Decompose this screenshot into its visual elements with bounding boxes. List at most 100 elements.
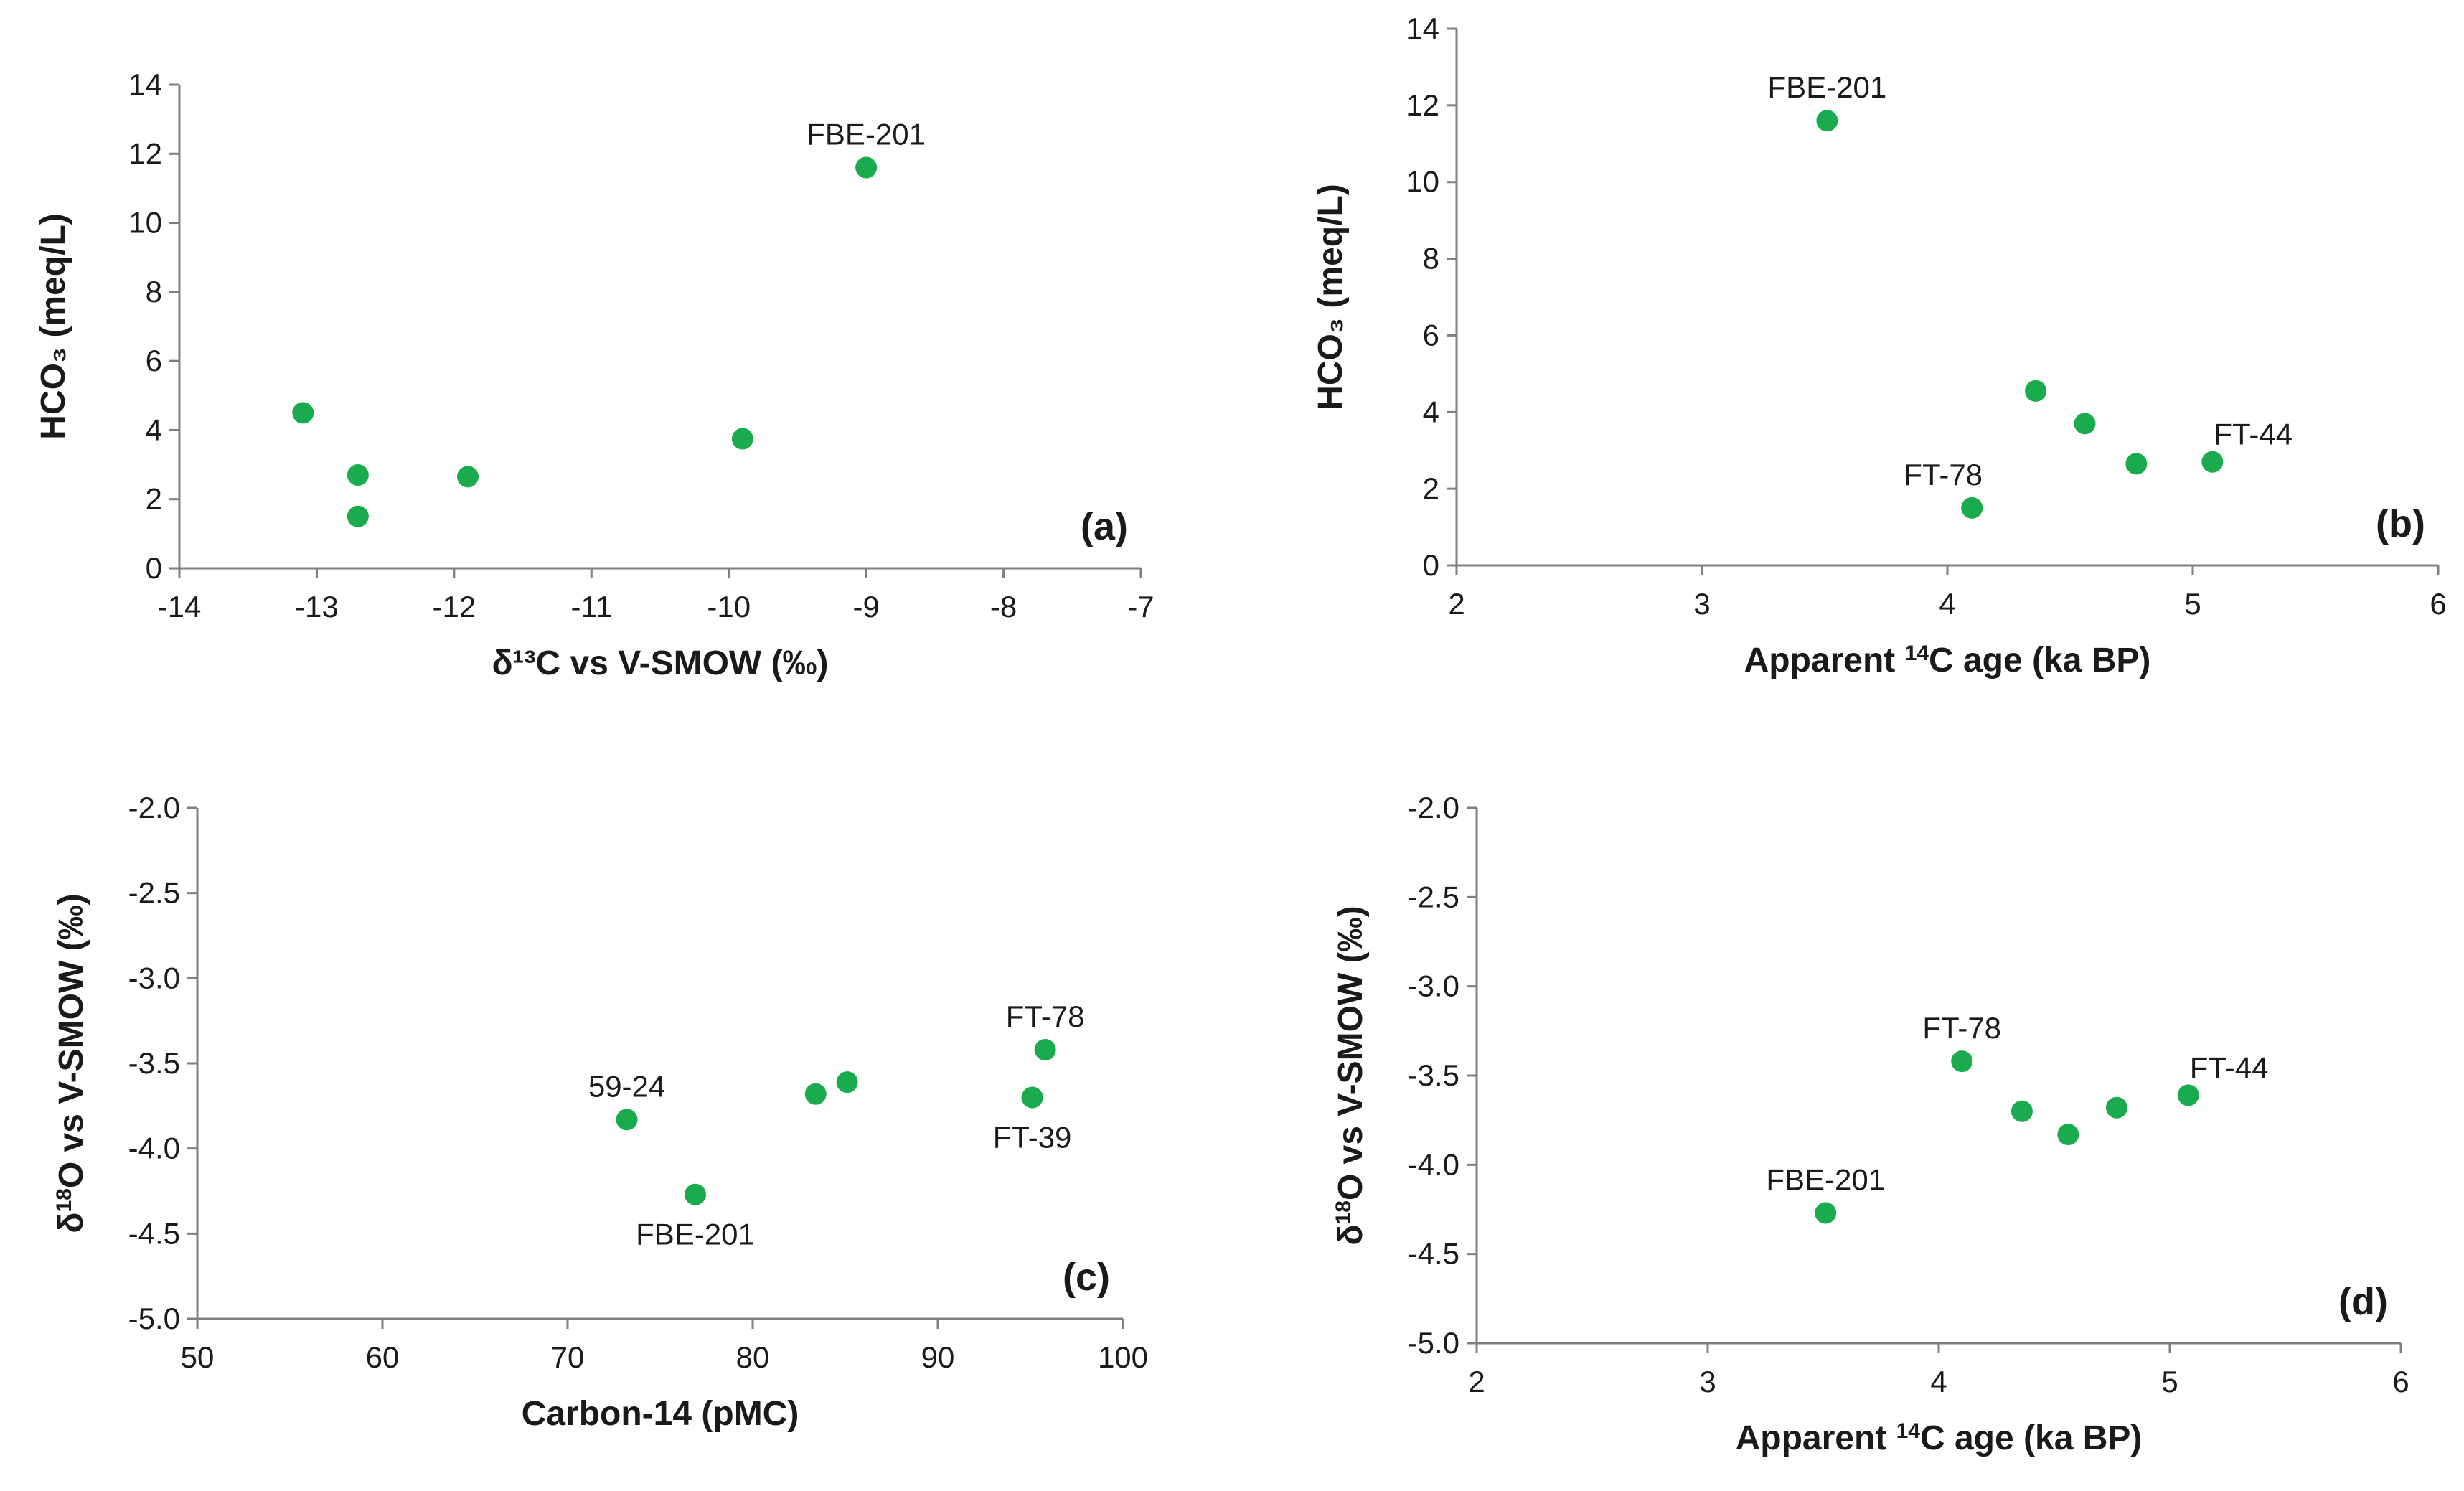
point-annotation: FBE-201 (1766, 1162, 1885, 1196)
x-tick-label: -14 (158, 590, 202, 624)
point-annotation: FT-78 (1922, 1011, 2001, 1045)
data-point (2125, 453, 2148, 475)
x-tick-label: 60 (366, 1340, 400, 1374)
chart-panel-c: -5.0 -4.5 -4.0 -3.5 -3.0 -2.5 -2.0 50 60 70 80 90 10… (52, 791, 1149, 1433)
x-tick-label: 2 (1448, 587, 1464, 621)
y-tick-label: -3.5 (128, 1046, 180, 1080)
data-point (347, 464, 369, 486)
data-point (1951, 1050, 1973, 1073)
y-tick-label: 4 (1423, 395, 1439, 428)
point-annotation: FBE-201 (1768, 70, 1887, 104)
point-annotation: FT-78 (1904, 458, 1983, 491)
y-tick-label: 12 (1406, 88, 1439, 122)
panel-label: (a) (1081, 505, 1128, 548)
x-axis-label: Apparent 14C age (ka BP) (1744, 641, 2151, 680)
y-tick-label: 10 (1406, 165, 1439, 199)
data-point (2057, 1124, 2079, 1146)
point-annotation: FBE-201 (636, 1218, 755, 1251)
point-annotation: FBE-201 (807, 118, 926, 151)
y-tick-label: -4.5 (128, 1216, 180, 1250)
y-tick-label: -2.5 (1408, 880, 1459, 913)
x-axis-label: Carbon-14 (pMC) (522, 1395, 799, 1433)
data-point (731, 428, 753, 450)
x-tick-label: 50 (181, 1340, 215, 1374)
y-tick-label: -3.0 (1408, 969, 1459, 1003)
panel-label: (b) (2376, 502, 2425, 545)
x-tick-label: -9 (852, 590, 879, 624)
data-point (2177, 1084, 2199, 1106)
y-tick-label: 6 (1423, 318, 1439, 352)
y-tick-label: -3.0 (128, 961, 180, 994)
point-annotation: FT-44 (2190, 1050, 2269, 1084)
x-tick-label: 5 (2161, 1365, 2178, 1398)
data-point (2025, 380, 2047, 402)
data-point (292, 402, 314, 424)
data-point (2011, 1100, 2033, 1122)
data-point (1816, 110, 1838, 132)
point-annotation: FT-44 (2214, 418, 2293, 451)
x-tick-label: -7 (1127, 590, 1154, 624)
x-tick-label: 80 (736, 1340, 770, 1374)
data-point (2201, 451, 2224, 473)
x-tick-label: 100 (1098, 1340, 1148, 1374)
y-tick-label: -2.0 (128, 791, 180, 824)
data-point (836, 1071, 858, 1093)
data-point (804, 1083, 827, 1105)
y-tick-label: 14 (1406, 11, 1439, 45)
x-tick-label: -13 (295, 590, 339, 624)
y-tick-label: -2.5 (128, 876, 180, 910)
y-tick-label: -4.5 (1408, 1237, 1459, 1271)
x-tick-label: 4 (1939, 587, 1955, 621)
point-annotation: FT-78 (1006, 1000, 1085, 1033)
y-tick-label: 6 (146, 344, 162, 377)
y-tick-label: -5.0 (1408, 1326, 1459, 1360)
data-point (1034, 1039, 1056, 1061)
data-point (1021, 1086, 1043, 1109)
x-tick-label: 6 (2392, 1365, 2409, 1398)
x-tick-label: 3 (1693, 587, 1710, 621)
data-point (2105, 1096, 2127, 1119)
x-tick-label: 6 (2430, 587, 2446, 621)
x-tick-label: -11 (570, 590, 612, 624)
x-axis-label: Apparent 14C age (ka BP) (1736, 1419, 2143, 1458)
point-annotation: FT-39 (993, 1120, 1072, 1154)
x-tick-label: 4 (1930, 1365, 1947, 1398)
panel-label: (c) (1063, 1256, 1110, 1299)
x-tick-label: 2 (1468, 1365, 1485, 1398)
y-tick-label: 8 (146, 275, 162, 309)
y-tick-label: 0 (146, 551, 162, 585)
y-tick-label: 0 (1423, 548, 1439, 582)
panel-label: (d) (2338, 1280, 2388, 1323)
point-annotation: 59-24 (588, 1069, 665, 1103)
data-point (1815, 1202, 1837, 1224)
y-axis-label: HCO₃ (meq/L) (1312, 184, 1350, 410)
y-axis-label: HCO₃ (meq/L) (34, 213, 72, 440)
y-tick-label: -4.0 (128, 1132, 180, 1165)
data-point (855, 156, 878, 179)
x-tick-label: 90 (921, 1340, 955, 1374)
x-tick-label: 70 (551, 1340, 585, 1374)
data-point (347, 505, 369, 527)
y-tick-label: 14 (128, 67, 162, 101)
data-point (2074, 413, 2096, 435)
data-point (685, 1183, 707, 1205)
x-tick-label: -8 (990, 590, 1017, 624)
y-tick-label: -3.5 (1408, 1058, 1459, 1092)
y-axis-label: δ18O vs V-SMOW (‰) (52, 893, 91, 1233)
x-tick-label: 3 (1699, 1365, 1716, 1398)
chart-panel-d: -5.0 -4.5 -4.0 -3.5 -3.0 -2.5 -2.0 2 3 4 5 6 Apparen… (1332, 791, 2409, 1457)
y-axis-label: δ18O vs V-SMOW (‰) (1332, 906, 1370, 1245)
y-tick-label: 2 (1423, 471, 1439, 505)
y-tick-label: -2.0 (1408, 791, 1459, 824)
y-tick-label: 10 (128, 206, 162, 240)
chart-panel-a: 0 2 4 6 8 10 12 14 -14 -13 -12 -11 -10 -9 -8 -7 δ¹³C vs … (34, 67, 1155, 682)
x-tick-label: -10 (707, 590, 751, 624)
x-tick-label: -12 (433, 590, 476, 624)
data-point (1961, 497, 1983, 519)
y-tick-label: 4 (146, 413, 162, 446)
y-tick-label: 2 (146, 482, 162, 516)
y-tick-label: -5.0 (128, 1302, 180, 1335)
data-point (457, 466, 479, 488)
